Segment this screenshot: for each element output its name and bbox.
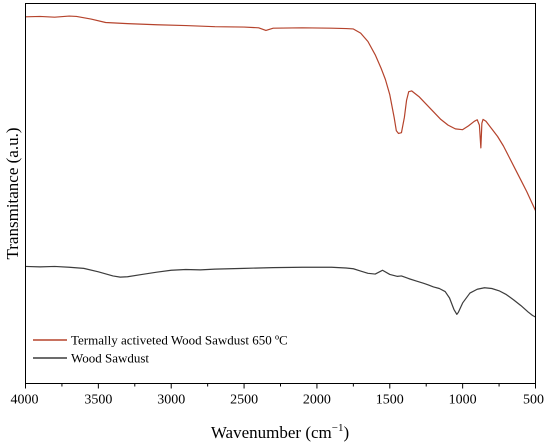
y-axis-title: Transmitance (a.u.) [3,127,22,259]
legend-label-1: Termally activeted Wood Sawdust 650 ºC [71,333,288,348]
x-tick-label: 3500 [84,393,112,408]
x-tick-label: 1500 [376,393,404,408]
x-tick-label: 500 [523,393,544,408]
legend: Termally activeted Wood Sawdust 650 ºC Wo… [33,333,288,366]
x-tick-label: 1000 [449,393,477,408]
series-line-1 [25,15,537,211]
plot-frame [25,3,536,384]
x-axis-title-close: ) [343,423,349,442]
x-axis-title-main: Wavenumber (cm [211,423,332,442]
x-axis-title: Wavenumber (cm−1) [211,422,349,442]
x-tick-label: 2500 [230,393,258,408]
x-axis-ticks: 4000 3500 3000 2500 2000 1500 1000 500 [11,383,544,408]
x-tick-label: 3000 [157,393,185,408]
x-tick-label: 2000 [303,393,331,408]
legend-label-2: Wood Sawdust [71,351,149,366]
x-tick-label: 4000 [11,393,39,408]
series-line-2 [25,265,536,318]
x-axis-title-sup: −1 [332,422,344,434]
series-layer [25,15,537,318]
